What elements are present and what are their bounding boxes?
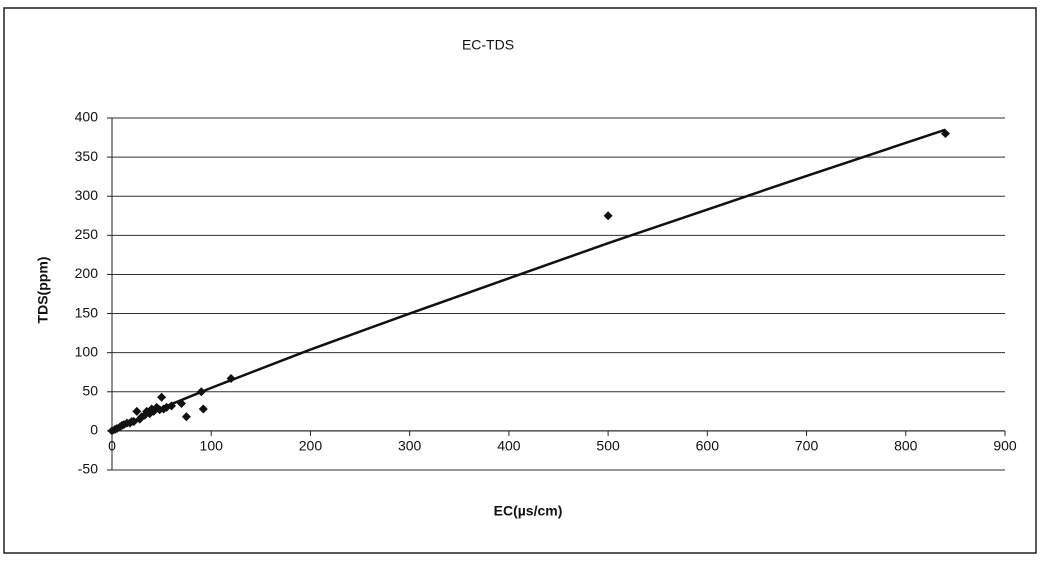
y-tick-label: -50 — [78, 461, 98, 477]
y-tick-label: 150 — [75, 304, 99, 320]
x-tick-label: 900 — [993, 438, 1017, 454]
y-tick-label: 400 — [75, 109, 99, 125]
y-tick-label: 250 — [75, 226, 99, 242]
chart-title: EC-TDS — [462, 37, 514, 53]
y-tick-label: 300 — [75, 187, 99, 203]
x-tick-label: 400 — [497, 438, 521, 454]
x-tick-label: 800 — [894, 438, 918, 454]
x-tick-label: 600 — [696, 438, 720, 454]
x-tick-label: 200 — [299, 438, 323, 454]
y-axis-title: TDS(ppm) — [35, 257, 51, 324]
x-tick-label: 0 — [108, 438, 116, 454]
y-tick-label: 100 — [75, 343, 99, 359]
y-tick-label: 200 — [75, 265, 99, 281]
y-tick-label: 350 — [75, 148, 99, 164]
chart: EC-TDS EC(µs/cm) TDS(ppm) -50 0 50 100 150 20… — [0, 0, 1041, 559]
x-tick-label: 700 — [795, 438, 819, 454]
y-tick-label: 50 — [82, 382, 98, 398]
y-tick-label: 0 — [90, 422, 98, 438]
x-tick-label: 500 — [596, 438, 620, 454]
x-axis-title: EC(µs/cm) — [494, 503, 563, 519]
x-tick-label: 100 — [200, 438, 224, 454]
chart-frame — [4, 8, 1036, 553]
x-tick-label: 300 — [398, 438, 422, 454]
